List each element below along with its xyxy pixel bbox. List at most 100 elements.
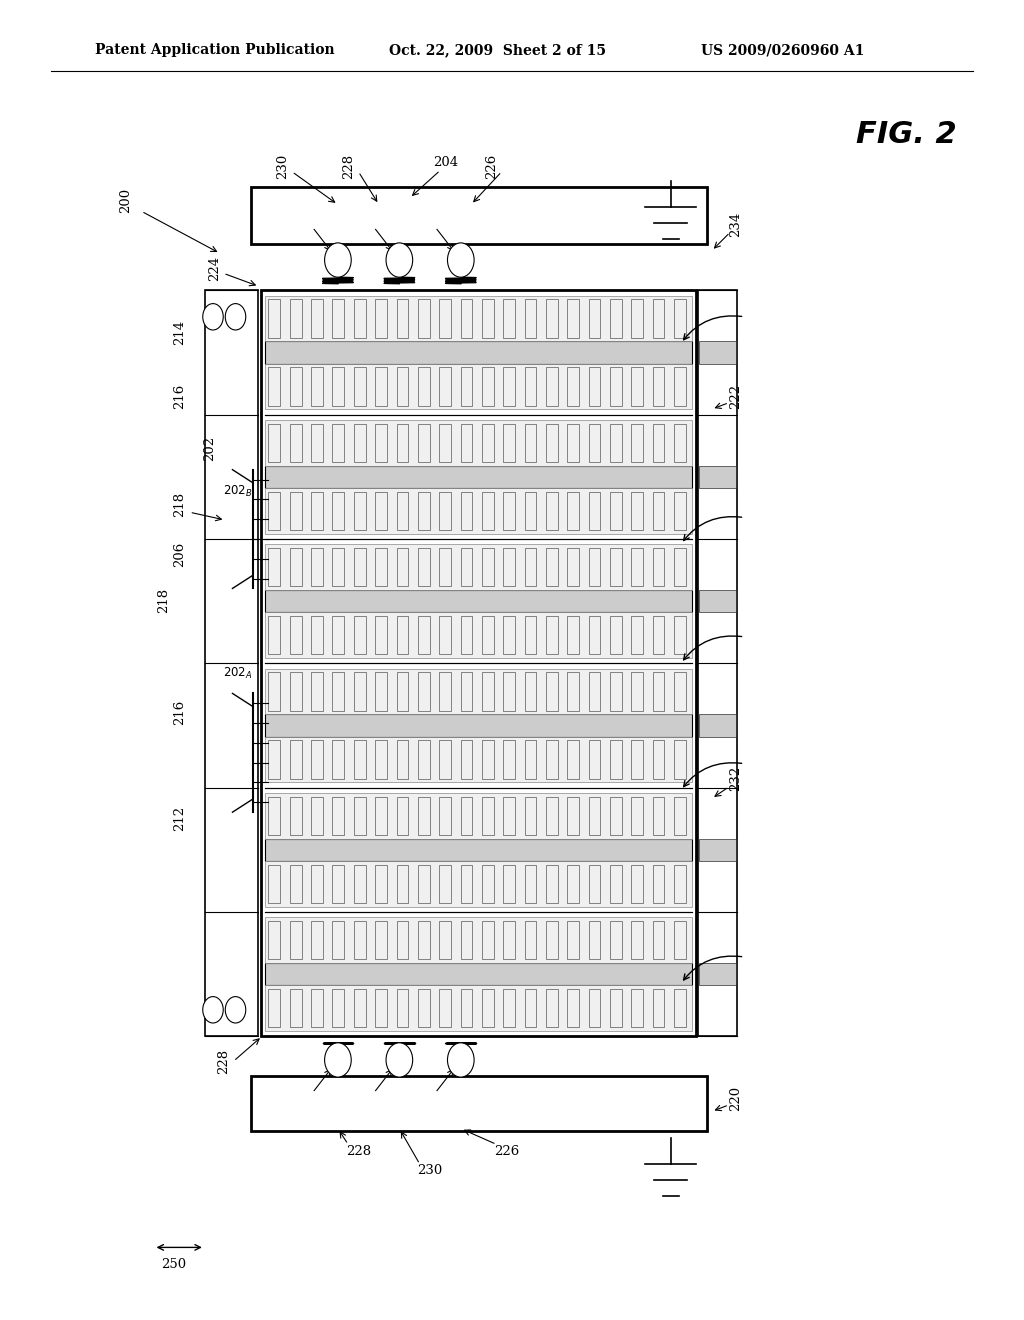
Bar bbox=[610, 300, 622, 338]
Bar bbox=[354, 367, 366, 405]
Bar bbox=[524, 300, 537, 338]
Bar bbox=[632, 672, 643, 710]
Bar bbox=[610, 921, 622, 960]
Bar bbox=[546, 548, 558, 586]
Circle shape bbox=[386, 1043, 413, 1077]
Bar bbox=[290, 921, 301, 960]
Bar bbox=[461, 300, 472, 338]
Bar bbox=[632, 300, 643, 338]
Bar bbox=[265, 985, 692, 1031]
Bar bbox=[652, 796, 665, 836]
Bar bbox=[375, 548, 387, 586]
Bar bbox=[354, 548, 366, 586]
Text: Oct. 22, 2009  Sheet 2 of 15: Oct. 22, 2009 Sheet 2 of 15 bbox=[389, 44, 606, 57]
Bar bbox=[311, 921, 323, 960]
Bar bbox=[503, 548, 515, 586]
Bar bbox=[674, 865, 686, 903]
Text: 204: 204 bbox=[433, 156, 458, 169]
Bar bbox=[699, 714, 736, 737]
Bar bbox=[610, 796, 622, 836]
Bar bbox=[503, 796, 515, 836]
Bar bbox=[589, 300, 600, 338]
Circle shape bbox=[447, 1043, 474, 1077]
Bar bbox=[699, 466, 736, 488]
Bar bbox=[482, 672, 494, 710]
Bar bbox=[503, 989, 515, 1027]
Bar bbox=[674, 616, 686, 655]
Bar bbox=[674, 424, 686, 462]
Bar bbox=[311, 741, 323, 779]
Bar bbox=[268, 865, 281, 903]
Bar bbox=[290, 491, 301, 531]
Circle shape bbox=[203, 997, 223, 1023]
Bar bbox=[439, 741, 451, 779]
Bar bbox=[461, 367, 472, 405]
Bar bbox=[265, 420, 692, 466]
Text: 224: 224 bbox=[209, 255, 221, 281]
Circle shape bbox=[325, 1043, 351, 1077]
Bar bbox=[632, 865, 643, 903]
Bar bbox=[632, 921, 643, 960]
Bar bbox=[333, 741, 344, 779]
Bar bbox=[567, 865, 579, 903]
Text: 216: 216 bbox=[173, 700, 185, 726]
Bar bbox=[503, 865, 515, 903]
Bar bbox=[524, 921, 537, 960]
Bar bbox=[674, 672, 686, 710]
Bar bbox=[546, 989, 558, 1027]
Bar bbox=[418, 491, 430, 531]
Bar bbox=[524, 989, 537, 1027]
Bar bbox=[546, 921, 558, 960]
Text: 228: 228 bbox=[217, 1048, 229, 1074]
Bar bbox=[418, 921, 430, 960]
Bar bbox=[354, 865, 366, 903]
Bar bbox=[268, 921, 281, 960]
Bar bbox=[567, 672, 579, 710]
Bar bbox=[567, 989, 579, 1027]
Bar bbox=[503, 367, 515, 405]
Text: $202_B$: $202_B$ bbox=[222, 483, 253, 499]
Bar bbox=[439, 367, 451, 405]
Bar bbox=[265, 793, 692, 838]
Bar bbox=[396, 424, 409, 462]
Bar bbox=[674, 300, 686, 338]
Bar bbox=[652, 548, 665, 586]
Bar bbox=[265, 668, 692, 714]
Bar bbox=[375, 300, 387, 338]
Bar bbox=[439, 796, 451, 836]
Bar bbox=[311, 424, 323, 462]
Bar bbox=[589, 796, 600, 836]
Bar bbox=[589, 367, 600, 405]
Bar bbox=[524, 741, 537, 779]
Bar bbox=[461, 491, 472, 531]
Bar bbox=[439, 491, 451, 531]
Bar bbox=[265, 544, 692, 590]
Text: 234: 234 bbox=[729, 211, 741, 238]
Bar bbox=[418, 989, 430, 1027]
Bar bbox=[265, 838, 692, 861]
Circle shape bbox=[203, 304, 223, 330]
Bar bbox=[290, 616, 301, 655]
Bar bbox=[333, 672, 344, 710]
Bar bbox=[610, 741, 622, 779]
Text: 228: 228 bbox=[342, 153, 354, 180]
Bar bbox=[610, 367, 622, 405]
Bar bbox=[311, 300, 323, 338]
Bar bbox=[396, 616, 409, 655]
Bar bbox=[396, 921, 409, 960]
Bar bbox=[674, 367, 686, 405]
Bar bbox=[268, 424, 281, 462]
Bar bbox=[333, 367, 344, 405]
Bar bbox=[567, 424, 579, 462]
Bar bbox=[375, 865, 387, 903]
Bar bbox=[396, 367, 409, 405]
Bar bbox=[589, 989, 600, 1027]
Bar bbox=[265, 714, 692, 737]
Bar bbox=[461, 796, 472, 836]
Text: 250: 250 bbox=[162, 1258, 186, 1271]
Bar bbox=[354, 672, 366, 710]
Bar bbox=[482, 796, 494, 836]
Bar bbox=[311, 367, 323, 405]
Bar bbox=[265, 488, 692, 533]
Bar bbox=[375, 367, 387, 405]
